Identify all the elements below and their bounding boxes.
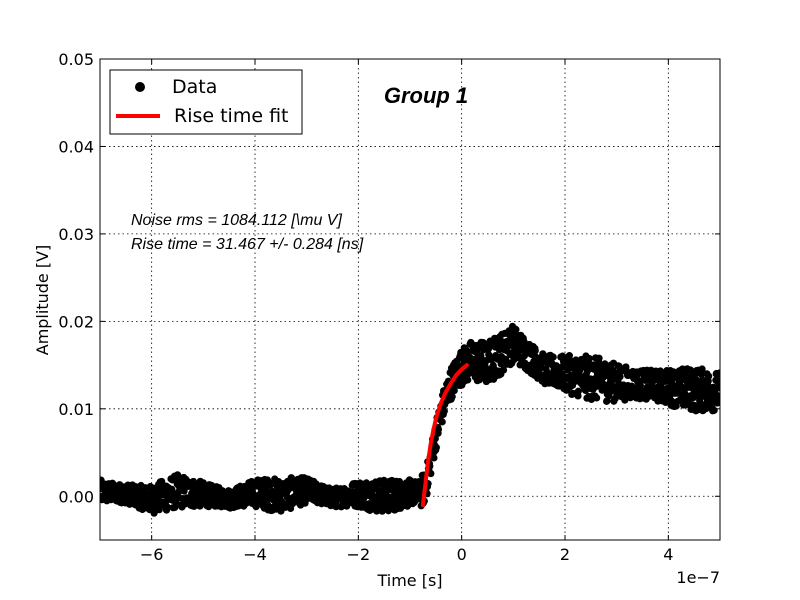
y-tick-label: 0.01 — [58, 400, 94, 419]
legend-data-marker — [135, 82, 145, 92]
data-point — [438, 418, 446, 426]
data-point — [714, 399, 720, 407]
y-tick-label: 0.03 — [58, 225, 94, 244]
data-point — [432, 443, 440, 452]
data-point — [698, 365, 706, 373]
data-point — [716, 377, 720, 385]
y-tick-label: 0.04 — [58, 137, 94, 156]
data-point — [434, 425, 443, 434]
data-point — [549, 353, 557, 361]
x-offset-label: 1e−7 — [676, 568, 720, 587]
data-point — [440, 407, 448, 415]
legend-box — [109, 69, 303, 135]
grid-lines — [100, 58, 720, 540]
data-point — [450, 386, 458, 395]
data-point — [716, 369, 720, 377]
x-tick-label: 4 — [663, 545, 673, 564]
y-tick-label: 0.05 — [58, 50, 94, 69]
tick-marks — [100, 58, 720, 540]
x-tick-label: 2 — [560, 545, 570, 564]
legend-label-data: Data — [172, 76, 217, 98]
data-point — [499, 366, 508, 374]
data-point — [574, 387, 582, 395]
data-point — [636, 381, 644, 390]
data-point — [621, 396, 629, 404]
legend: Data Rise time fit — [109, 69, 303, 135]
data-point — [448, 393, 456, 401]
legend-label-fit: Rise time fit — [174, 105, 289, 127]
data-point — [568, 381, 577, 389]
chart-title: Group 1 — [384, 83, 468, 108]
data-point — [572, 356, 580, 364]
x-tick-label: −2 — [347, 545, 371, 564]
data-point — [395, 477, 404, 486]
tick-labels: −6 −4 −2 0 2 4 0.00 0.01 0.02 0.03 0.04 0.05 — [58, 50, 673, 564]
y-tick-label: 0.02 — [58, 312, 94, 331]
data-point — [599, 373, 607, 382]
x-axis-label: Time [s] — [376, 571, 442, 590]
data-point — [585, 354, 593, 363]
series-rise-time-fit — [420, 363, 469, 508]
data-point — [512, 325, 520, 334]
data-point — [430, 454, 438, 462]
annotation-rise-time: Rise time = 31.467 +/- 0.284 [ns] — [131, 236, 364, 253]
data-point — [595, 354, 603, 362]
x-tick-label: −4 — [243, 545, 267, 564]
data-point — [163, 503, 171, 511]
data-point — [531, 347, 539, 355]
series-data — [100, 322, 720, 517]
data-point — [697, 370, 705, 378]
data-point — [705, 372, 713, 380]
x-tick-label: −6 — [140, 545, 164, 564]
data-point — [710, 406, 718, 414]
data-point — [378, 507, 386, 515]
data-point — [168, 485, 176, 493]
data-point — [464, 376, 472, 384]
y-tick-label: 0.00 — [58, 487, 94, 506]
data-point — [427, 469, 435, 478]
axes-frame — [99, 58, 721, 541]
y-axis-label: Amplitude [V] — [33, 245, 52, 356]
data-point — [616, 373, 624, 381]
data-point — [714, 392, 720, 400]
x-tick-label: 0 — [457, 545, 467, 564]
annotation-noise-rms: Noise rms = 1084.112 [\mu V] — [131, 212, 342, 229]
data-series-layer — [100, 322, 720, 517]
data-point — [674, 388, 682, 396]
data-point — [593, 394, 601, 402]
